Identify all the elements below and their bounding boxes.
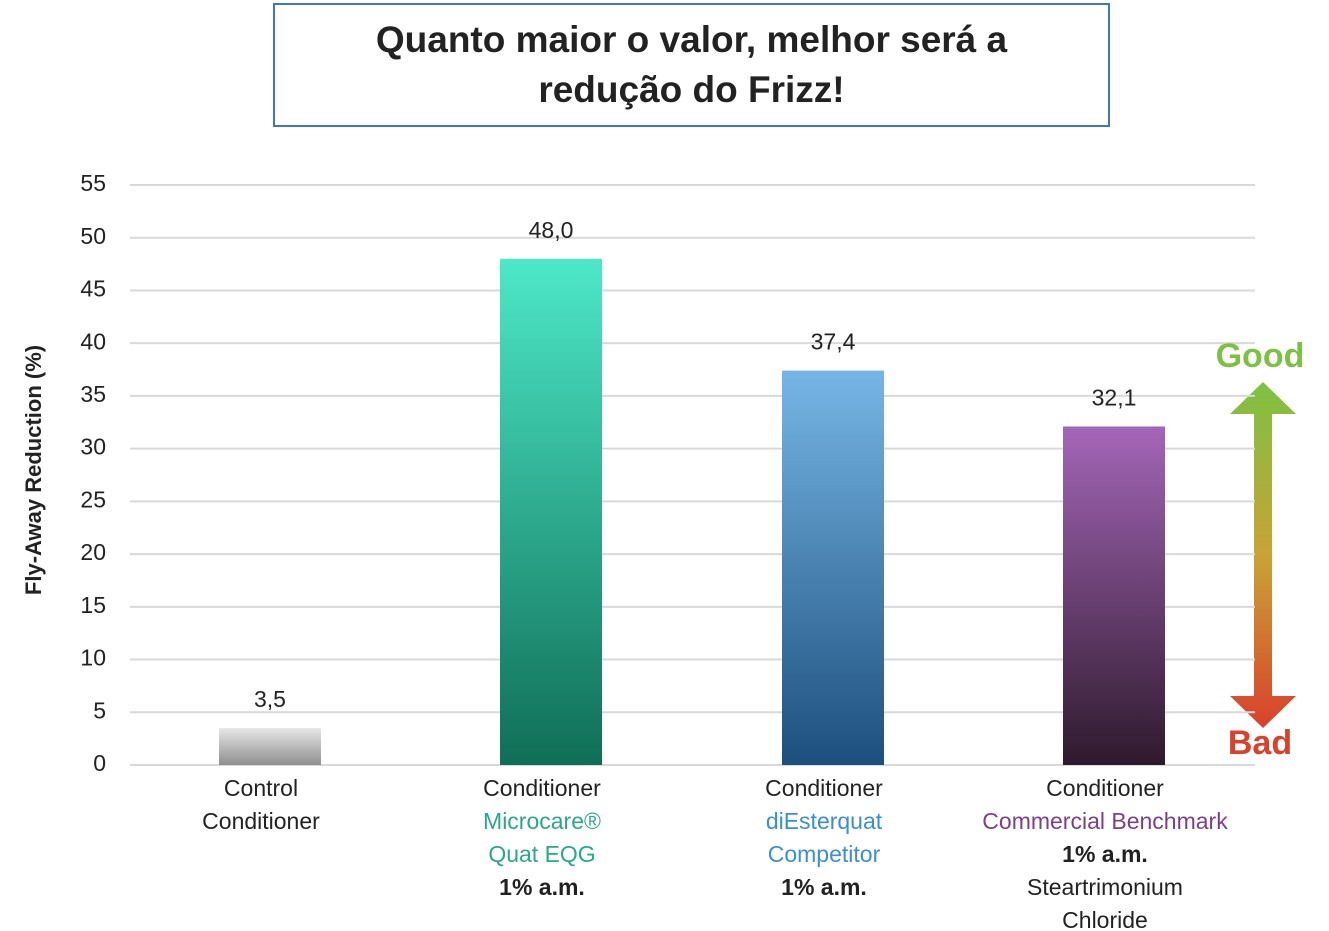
good-bad-arrow bbox=[1230, 382, 1296, 728]
annotation: Good bbox=[1216, 337, 1305, 375]
annotation: Bad bbox=[1228, 724, 1292, 762]
x-tick-label: Conditioner bbox=[483, 775, 601, 801]
x-tick-label: 1% a.m. bbox=[781, 874, 867, 900]
y-tick-label: 25 bbox=[80, 486, 106, 512]
y-tick-label: 45 bbox=[80, 276, 106, 302]
value-label: 3,5 bbox=[254, 686, 286, 712]
value-label: 32,1 bbox=[1092, 385, 1137, 411]
x-tick-label: Commercial Benchmark bbox=[982, 808, 1228, 834]
y-tick-label: 30 bbox=[80, 434, 106, 460]
y-axis-label: Fly-Away Reduction (%) bbox=[21, 345, 46, 595]
x-tick-label: Competitor bbox=[768, 841, 881, 867]
x-tick-label: 1% a.m. bbox=[1062, 841, 1148, 867]
bar bbox=[782, 370, 884, 765]
bar bbox=[500, 258, 602, 765]
x-tick-label: 1% a.m. bbox=[499, 874, 585, 900]
x-tick-label: Conditioner bbox=[1046, 775, 1164, 801]
value-label: 48,0 bbox=[529, 217, 574, 243]
x-tick-label: Chloride bbox=[1062, 907, 1148, 931]
x-tick-label: Conditioner bbox=[202, 808, 320, 834]
y-tick-label: 5 bbox=[93, 697, 106, 723]
y-tick-label: 55 bbox=[80, 170, 106, 196]
x-tick-label: Conditioner bbox=[765, 775, 883, 801]
x-tick-label: diEsterquat bbox=[766, 808, 883, 834]
y-tick-label: 20 bbox=[80, 539, 106, 565]
x-tick-label: Microcare® bbox=[483, 808, 601, 834]
value-label: 37,4 bbox=[811, 329, 856, 355]
y-tick-label: 10 bbox=[80, 645, 106, 671]
y-tick-label: 50 bbox=[80, 223, 106, 249]
x-tick-label: Steartrimonium bbox=[1027, 874, 1183, 900]
chart-title: Quanto maior o valor, melhor será a redu… bbox=[273, 3, 1110, 127]
y-tick-label: 35 bbox=[80, 381, 106, 407]
y-tick-label: 0 bbox=[93, 750, 106, 776]
y-tick-label: 15 bbox=[80, 592, 106, 618]
y-tick-label: 40 bbox=[80, 328, 106, 354]
x-tick-label: Control bbox=[224, 775, 298, 801]
bar bbox=[219, 728, 321, 765]
bar bbox=[1063, 426, 1165, 765]
x-tick-label: Quat EQG bbox=[488, 841, 595, 867]
